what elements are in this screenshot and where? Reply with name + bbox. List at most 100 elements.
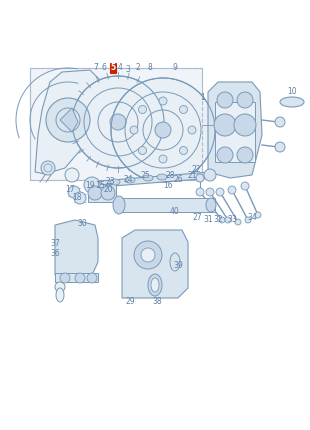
Text: 2: 2 bbox=[136, 62, 140, 71]
Circle shape bbox=[216, 188, 224, 196]
Circle shape bbox=[72, 76, 164, 168]
Circle shape bbox=[65, 168, 79, 182]
Circle shape bbox=[134, 241, 162, 269]
Text: 31: 31 bbox=[203, 215, 213, 224]
Text: 39: 39 bbox=[173, 261, 183, 270]
Ellipse shape bbox=[157, 174, 167, 180]
Text: 7: 7 bbox=[94, 62, 99, 71]
Circle shape bbox=[235, 219, 241, 225]
Circle shape bbox=[87, 273, 97, 283]
Text: 36: 36 bbox=[50, 249, 60, 258]
Text: 33: 33 bbox=[227, 215, 237, 224]
Circle shape bbox=[204, 169, 216, 181]
Circle shape bbox=[234, 114, 256, 136]
Text: 29: 29 bbox=[125, 298, 135, 307]
Circle shape bbox=[60, 273, 70, 283]
Circle shape bbox=[139, 147, 147, 154]
Text: 5: 5 bbox=[110, 64, 116, 73]
Circle shape bbox=[237, 147, 253, 163]
Circle shape bbox=[214, 114, 236, 136]
Polygon shape bbox=[60, 108, 78, 132]
Circle shape bbox=[179, 147, 188, 154]
Circle shape bbox=[217, 92, 233, 108]
Text: 28: 28 bbox=[165, 172, 175, 181]
Circle shape bbox=[275, 117, 285, 127]
Text: 16: 16 bbox=[163, 181, 173, 190]
Text: 4: 4 bbox=[117, 62, 122, 71]
Text: 34: 34 bbox=[247, 212, 257, 221]
Circle shape bbox=[255, 212, 261, 218]
Circle shape bbox=[219, 217, 225, 223]
Circle shape bbox=[74, 192, 86, 204]
Circle shape bbox=[237, 92, 253, 108]
Ellipse shape bbox=[110, 179, 120, 185]
Circle shape bbox=[245, 217, 251, 223]
Circle shape bbox=[68, 186, 80, 198]
Circle shape bbox=[139, 105, 147, 114]
Circle shape bbox=[63, 115, 73, 125]
Ellipse shape bbox=[148, 274, 162, 296]
Circle shape bbox=[88, 186, 102, 200]
Circle shape bbox=[101, 186, 115, 200]
Circle shape bbox=[84, 177, 100, 193]
Text: 19: 19 bbox=[85, 181, 95, 190]
Circle shape bbox=[75, 273, 85, 283]
Circle shape bbox=[130, 126, 138, 134]
Circle shape bbox=[206, 188, 214, 196]
Circle shape bbox=[155, 122, 171, 138]
Text: 17: 17 bbox=[65, 185, 75, 194]
Text: 15: 15 bbox=[95, 181, 105, 190]
Text: 21: 21 bbox=[187, 172, 197, 181]
Circle shape bbox=[41, 161, 55, 175]
Text: 20: 20 bbox=[103, 185, 113, 194]
Bar bbox=[55, 273, 98, 282]
Text: 3: 3 bbox=[126, 65, 131, 74]
Circle shape bbox=[225, 217, 231, 223]
Bar bbox=[115, 198, 215, 212]
Ellipse shape bbox=[280, 97, 304, 107]
Text: 32: 32 bbox=[213, 215, 223, 224]
Circle shape bbox=[111, 78, 215, 182]
Circle shape bbox=[228, 186, 236, 194]
Text: 26: 26 bbox=[173, 175, 183, 184]
Ellipse shape bbox=[143, 175, 153, 181]
Ellipse shape bbox=[113, 196, 125, 214]
Circle shape bbox=[159, 97, 167, 105]
Ellipse shape bbox=[56, 288, 64, 302]
Circle shape bbox=[217, 147, 233, 163]
Text: 37: 37 bbox=[50, 239, 60, 248]
Circle shape bbox=[275, 142, 285, 152]
Circle shape bbox=[188, 126, 196, 134]
Text: 10: 10 bbox=[287, 87, 297, 96]
Polygon shape bbox=[55, 220, 98, 275]
Polygon shape bbox=[122, 230, 188, 298]
Bar bbox=[30, 68, 202, 180]
Text: 6: 6 bbox=[102, 62, 106, 71]
Ellipse shape bbox=[125, 177, 135, 183]
Text: 27: 27 bbox=[192, 214, 202, 222]
Bar bbox=[88, 184, 116, 202]
Ellipse shape bbox=[170, 253, 180, 271]
Circle shape bbox=[159, 155, 167, 163]
Circle shape bbox=[196, 174, 204, 182]
Text: 8: 8 bbox=[148, 64, 153, 73]
Text: 1: 1 bbox=[201, 93, 205, 102]
Text: 22: 22 bbox=[191, 165, 201, 173]
Circle shape bbox=[179, 105, 188, 114]
Text: 38: 38 bbox=[152, 298, 162, 307]
Text: 18: 18 bbox=[72, 193, 82, 202]
Text: 9: 9 bbox=[173, 64, 177, 73]
Bar bbox=[215, 102, 255, 162]
Bar bbox=[30, 68, 202, 180]
Polygon shape bbox=[35, 70, 102, 174]
Circle shape bbox=[196, 188, 204, 196]
Circle shape bbox=[110, 114, 126, 130]
Polygon shape bbox=[208, 82, 262, 178]
Circle shape bbox=[46, 98, 90, 142]
Polygon shape bbox=[88, 172, 213, 188]
Text: 25: 25 bbox=[140, 172, 150, 181]
Circle shape bbox=[241, 182, 249, 190]
Circle shape bbox=[55, 282, 65, 292]
Text: 30: 30 bbox=[77, 218, 87, 227]
Ellipse shape bbox=[206, 198, 216, 212]
